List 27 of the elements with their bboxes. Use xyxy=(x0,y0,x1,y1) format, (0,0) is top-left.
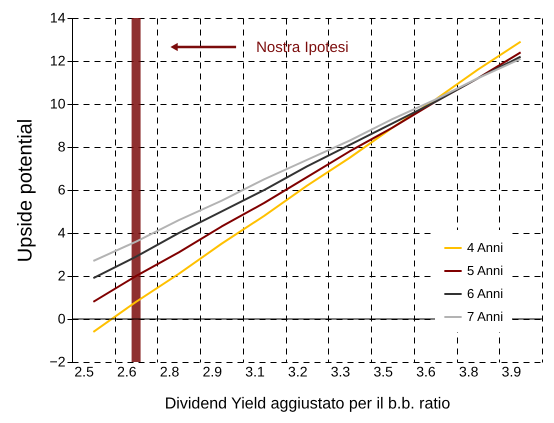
legend-label: 5 Anni xyxy=(467,263,504,278)
y-tick-label: 10 xyxy=(50,96,66,112)
x-tick-label: 3.9 xyxy=(502,364,522,380)
x-tick-label: 3.1 xyxy=(245,364,265,380)
y-tick-label: 0 xyxy=(58,310,66,326)
y-tick-label: −2 xyxy=(50,354,66,370)
y-tick-label: 14 xyxy=(50,10,66,26)
x-tick-label: 3.3 xyxy=(330,364,350,380)
x-tick-label: 2.6 xyxy=(117,364,137,380)
x-tick-label: 2.9 xyxy=(202,364,222,380)
x-tick-label: 2.5 xyxy=(74,364,94,380)
y-tick-label: 6 xyxy=(58,182,66,198)
y-axis-title: Upside potential xyxy=(14,118,37,262)
y-tick-label: 2 xyxy=(58,268,66,284)
legend-label: 6 Anni xyxy=(467,286,504,301)
x-tick-label: 3.5 xyxy=(373,364,394,380)
x-tick-label: 3.6 xyxy=(416,364,436,380)
x-tick-label: 3.2 xyxy=(288,364,308,380)
x-tick-label: 2.8 xyxy=(160,364,180,380)
x-axis-title: Dividend Yield aggiustato per il b.b. ratio xyxy=(164,396,450,412)
y-tick-label: 8 xyxy=(58,138,66,154)
y-tick-label: 12 xyxy=(50,52,66,68)
legend-label: 4 Anni xyxy=(467,240,504,255)
x-tick-label: 3.8 xyxy=(458,364,479,380)
ref-line-label: Nostra Ipotesi xyxy=(256,39,349,56)
legend-label: 7 Anni xyxy=(467,309,504,324)
y-tick-label: 4 xyxy=(58,224,66,240)
